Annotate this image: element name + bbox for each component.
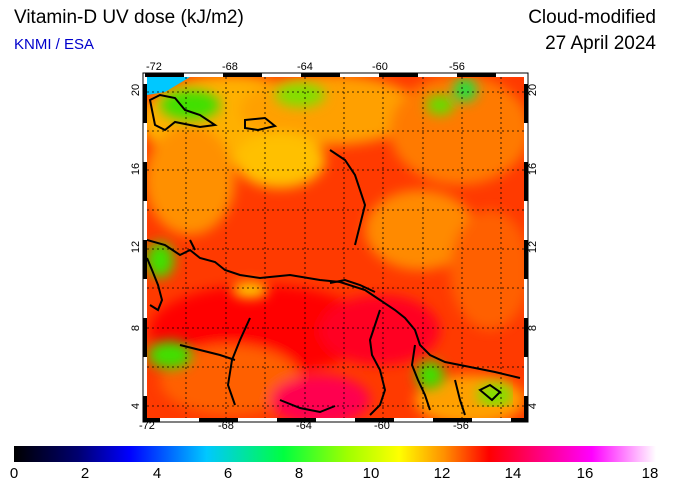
uv-field <box>147 77 524 418</box>
lat-tick-right: 20 <box>527 83 540 97</box>
colorbar-label: 4 <box>152 465 162 482</box>
lat-tick-left: 12 <box>130 240 143 254</box>
graticule <box>147 77 524 418</box>
lon-tick-top: -64 <box>297 61 313 73</box>
lon-tick-bottom: -72 <box>139 420 155 432</box>
lat-tick-left: 16 <box>130 162 143 176</box>
colorbar-label: 8 <box>294 465 304 482</box>
product-label: Cloud-modified <box>528 7 656 28</box>
lat-tick-right: 4 <box>527 402 540 410</box>
colorbar <box>14 446 656 462</box>
lat-tick-right: 12 <box>527 240 540 254</box>
lat-tick-left: 20 <box>130 83 143 97</box>
colorbar-label: 0 <box>9 465 19 482</box>
lon-tick-bottom: -56 <box>453 420 469 432</box>
colorbar-label: 18 <box>641 465 659 482</box>
colorbar-label: 6 <box>223 465 233 482</box>
lat-tick-left: 4 <box>130 402 143 410</box>
coastlines <box>147 93 521 416</box>
lat-tick-left: 8 <box>130 324 143 332</box>
lon-tick-bottom: -68 <box>218 420 234 432</box>
map-frame <box>142 72 529 423</box>
lon-tick-top: -60 <box>372 61 388 73</box>
lon-tick-top: -72 <box>146 61 162 73</box>
lat-tick-right: 8 <box>527 324 540 332</box>
lon-tick-top: -56 <box>449 61 465 73</box>
lon-tick-bottom: -60 <box>374 420 390 432</box>
lat-tick-right: 16 <box>527 162 540 176</box>
map-title: Vitamin-D UV dose (kJ/m2) <box>14 7 244 28</box>
colorbar-label: 12 <box>433 465 451 482</box>
lon-tick-top: -68 <box>222 61 238 73</box>
colorbar-label: 2 <box>80 465 90 482</box>
lon-tick-bottom: -64 <box>296 420 312 432</box>
date-label: 27 April 2024 <box>545 33 656 54</box>
colorbar-label: 14 <box>504 465 522 482</box>
colorbar-label: 16 <box>576 465 594 482</box>
colorbar-label: 10 <box>362 465 380 482</box>
organization-label: KNMI / ESA <box>14 36 95 53</box>
